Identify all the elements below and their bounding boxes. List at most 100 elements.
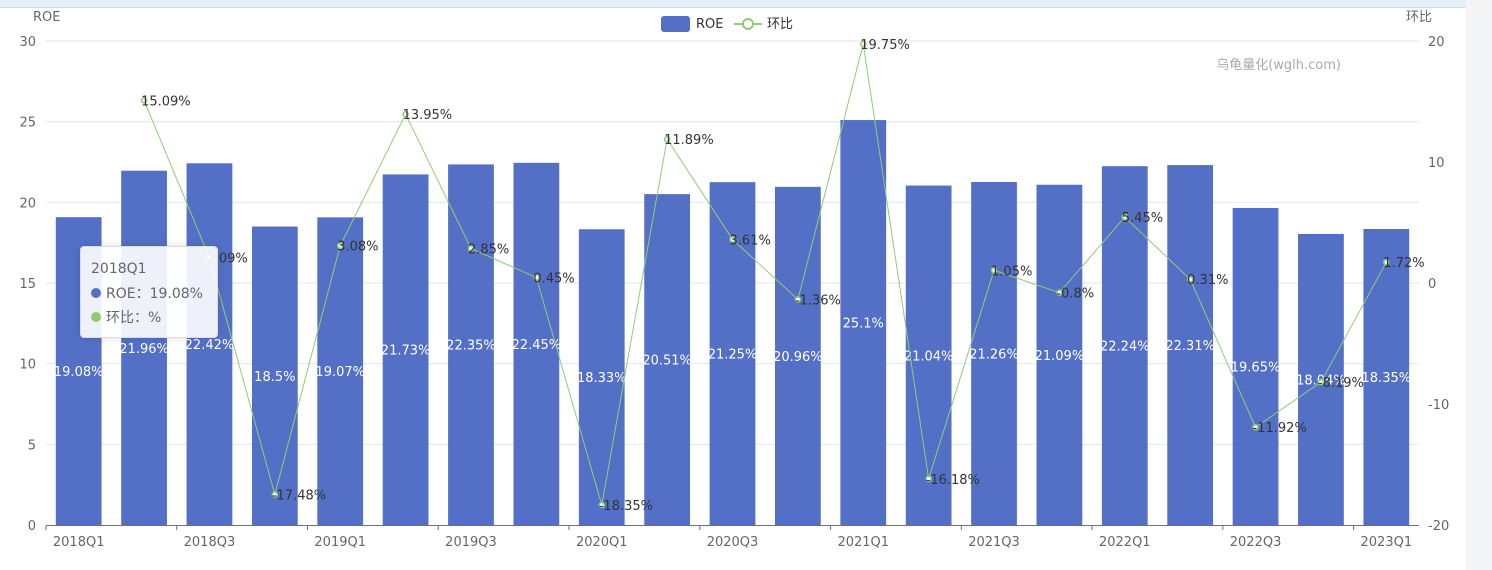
- mom-point-label: -1.36%: [795, 293, 841, 308]
- legend-mom-marker[interactable]: [742, 18, 754, 30]
- roe-bar-label: 21.96%: [119, 342, 169, 357]
- left-tick-label: 15: [19, 277, 36, 292]
- roe-bar: [644, 194, 691, 525]
- roe-bar-label: 20.96%: [773, 350, 823, 365]
- right-tick-label: -10: [1428, 398, 1449, 413]
- roe-bar-label: 22.24%: [1100, 340, 1150, 355]
- roe-bar: [905, 185, 952, 525]
- roe-bar-label: 21.09%: [1035, 349, 1085, 364]
- right-tick-label: -20: [1428, 519, 1449, 534]
- roe-bar: [513, 162, 560, 525]
- x-tick-label: 2020Q1: [576, 535, 628, 550]
- mom-point-label: 1.72%: [1383, 256, 1424, 271]
- mom-point-label: 19.75%: [860, 38, 910, 53]
- mom-point: [1121, 213, 1129, 221]
- roe-bar-label: 22.45%: [512, 338, 562, 353]
- right-axis-title: 环比: [1406, 10, 1432, 25]
- roe-bar: [578, 229, 625, 525]
- roe-bar-label: 21.73%: [381, 344, 431, 359]
- roe-bar-label: 22.35%: [446, 339, 496, 354]
- roe-bar-labels: 19.08% 21.96% 22.42% 18.5% 19.07% 21.73% 22.35…: [54, 317, 1411, 389]
- mom-point-label: -0.8%: [1056, 287, 1094, 302]
- left-tick-label: 30: [19, 35, 36, 50]
- left-tick-label: 0: [28, 519, 36, 534]
- mom-line: [140, 40, 1390, 509]
- mom-point: [402, 110, 409, 118]
- mom-point-label: 15.09%: [141, 94, 191, 109]
- mom-point-label: -11.92%: [1253, 421, 1307, 436]
- x-tick-label: 2022Q3: [1230, 535, 1282, 550]
- x-tick-label: 2022Q1: [1099, 535, 1151, 550]
- mom-point: [1056, 289, 1063, 296]
- roe-bar: [448, 164, 494, 526]
- mom-point-label: 3.08%: [337, 240, 378, 255]
- roe-bar-label: 22.42%: [185, 338, 235, 353]
- roe-bars: [55, 120, 1410, 526]
- roe-bar-label: 18.5%: [254, 370, 295, 385]
- roe-bar-label: 20.51%: [642, 354, 692, 369]
- x-tick-label: 2018Q3: [184, 535, 236, 550]
- mom-point: [1383, 258, 1390, 266]
- roe-bar-label: 19.07%: [315, 365, 365, 380]
- tooltip: 2018Q1 ROE：19.08% 环比：%: [80, 246, 218, 338]
- left-tick-label: 20: [19, 196, 36, 211]
- roe-bar: [186, 163, 233, 526]
- roe-bar: [840, 120, 887, 525]
- legend[interactable]: ROE 环比: [661, 16, 793, 32]
- roe-bar-label: 19.08%: [54, 365, 104, 380]
- mom-line-path: [143, 43, 1387, 506]
- tooltip-mom-text: 环比：%: [106, 310, 162, 326]
- axes: 0 5 10 15 20 25 30 -20 -10 0 10 20 2018Q1 2018Q3 2019Q…: [19, 35, 1449, 550]
- mom-point: [1186, 275, 1194, 283]
- legend-mom-label[interactable]: 环比: [767, 17, 793, 32]
- legend-roe-swatch[interactable]: [661, 16, 690, 32]
- mom-point: [140, 97, 148, 104]
- roe-bar-label: 19.65%: [1231, 360, 1281, 375]
- right-tick-label: 20: [1428, 35, 1445, 50]
- mom-point-label: 3.61%: [730, 233, 771, 248]
- tooltip-roe-text: ROE：19.08%: [106, 286, 203, 302]
- roe-bar: [1036, 184, 1083, 526]
- mom-point-label: 13.95%: [403, 108, 453, 123]
- mom-point-label: 0.31%: [1187, 273, 1228, 288]
- right-tick-label: 0: [1428, 277, 1436, 292]
- mom-point-label: 2.85%: [468, 243, 509, 258]
- mom-point: [271, 491, 279, 498]
- left-tick-label: 5: [28, 438, 36, 453]
- mom-point-label: 5.45%: [1122, 211, 1163, 226]
- x-tick-label: 2023Q1: [1361, 535, 1413, 550]
- roe-bar-label: 21.26%: [969, 348, 1019, 363]
- roe-bar-label: 18.35%: [1362, 371, 1412, 386]
- x-tick-label: 2020Q3: [707, 535, 759, 550]
- left-axis-title: ROE: [33, 10, 60, 25]
- tooltip-mom-dot: [91, 312, 101, 322]
- mom-point: [1252, 423, 1259, 431]
- roe-bar: [251, 226, 298, 526]
- x-tick-label: 2019Q3: [445, 535, 497, 550]
- roe-bar: [1363, 228, 1410, 525]
- mom-point-label: 1.05%: [991, 264, 1032, 279]
- tooltip-mom-row: 环比：%: [91, 305, 207, 329]
- roe-bar: [1167, 165, 1214, 525]
- right-tick-label: 10: [1428, 156, 1445, 171]
- legend-roe-label[interactable]: ROE: [696, 17, 723, 32]
- x-tick-label: 2021Q3: [968, 535, 1020, 550]
- roe-bar: [121, 170, 167, 525]
- roe-bar: [971, 182, 1017, 525]
- mom-point: [1317, 378, 1325, 386]
- roe-bar-label: 22.31%: [1165, 339, 1215, 354]
- roe-bar: [1232, 207, 1279, 526]
- mom-point: [990, 267, 998, 274]
- left-tick-label: 25: [19, 116, 36, 131]
- mom-point: [598, 501, 605, 509]
- scrollbar-track[interactable]: [1466, 0, 1492, 570]
- mom-point-label: -18.35%: [599, 499, 653, 514]
- roe-bar: [1101, 166, 1148, 525]
- mom-point-label: -16.18%: [926, 473, 980, 488]
- mom-point: [663, 135, 671, 143]
- left-tick-label: 10: [19, 358, 36, 373]
- mom-point-label: -8.19%: [1318, 376, 1364, 391]
- tooltip-title: 2018Q1: [91, 261, 147, 277]
- roe-bar: [774, 186, 821, 525]
